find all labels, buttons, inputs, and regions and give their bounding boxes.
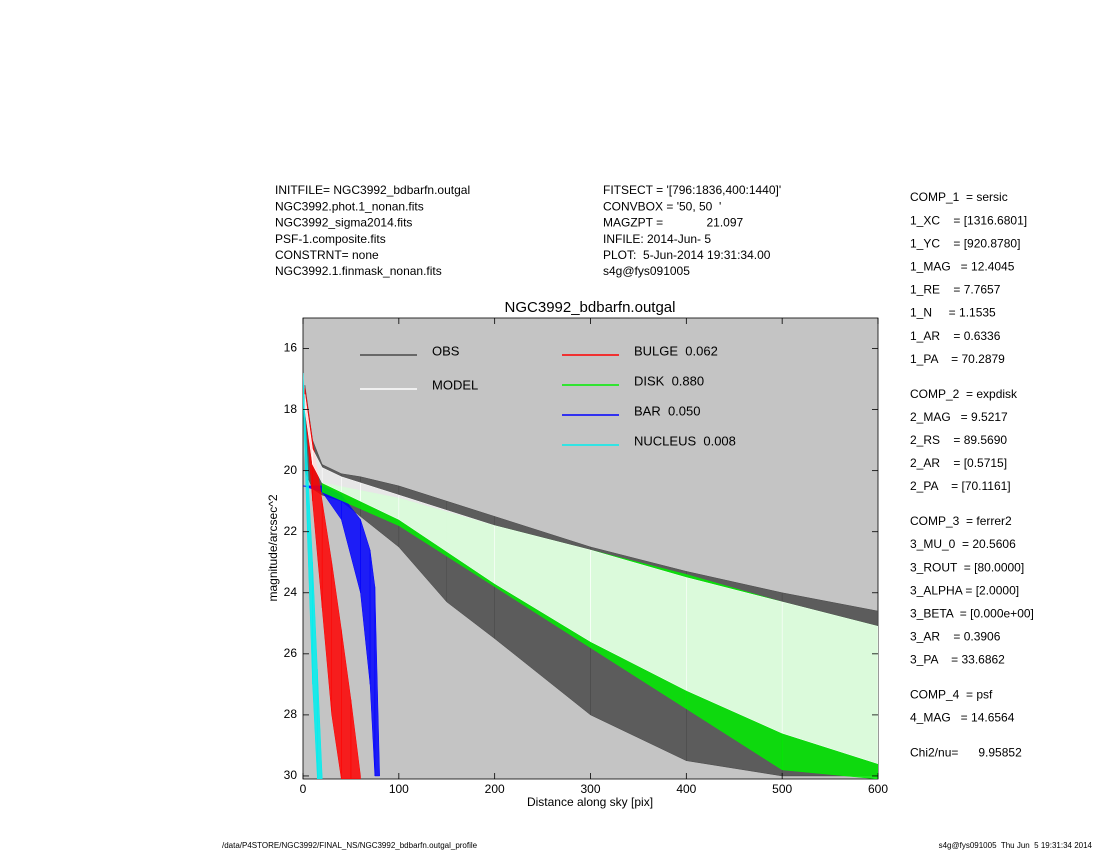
parameter: COMP_1 = sersic — [910, 190, 1008, 204]
parameter: 3_PA = 33.6862 — [910, 653, 1005, 667]
band-segment — [374, 586, 380, 777]
info-line: INITFILE= NGC3992_bdbarfn.outgal — [275, 183, 470, 197]
parameter: 1_MAG = 12.4045 — [910, 259, 1015, 273]
parameter: COMP_2 = expdisk — [910, 387, 1018, 401]
x-tick-label: 300 — [580, 782, 600, 796]
info-line: CONSTRNT= none — [275, 248, 379, 262]
info-line: NGC3992.phot.1_nonan.fits — [275, 199, 424, 213]
info-line: PLOT: 5-Jun-2014 19:31:34.00 — [603, 248, 771, 262]
parameter: 1_XC = [1316.6801] — [910, 213, 1027, 227]
info-line: CONVBOX = '50, 50 ' — [603, 199, 721, 213]
legend-label: OBS — [432, 343, 460, 358]
y-tick-label: 16 — [284, 341, 298, 355]
legend-label: NUCLEUS 0.008 — [634, 433, 736, 448]
parameter: 3_BETA = [0.000e+00] — [910, 606, 1034, 620]
parameter: 3_AR = 0.3906 — [910, 630, 1001, 644]
chart-title: NGC3992_bdbarfn.outgal — [505, 299, 676, 316]
parameter: 2_AR = [0.5715] — [910, 456, 1007, 470]
parameter: COMP_3 = ferrer2 — [910, 514, 1012, 528]
x-tick-label: 200 — [485, 782, 505, 796]
band-segment — [350, 699, 361, 779]
parameter: 4_MAG = 14.6564 — [910, 711, 1015, 725]
parameter: 3_MU_0 = 20.5606 — [910, 537, 1016, 551]
parameter: 2_RS = 89.5690 — [910, 433, 1007, 447]
parameter: 1_RE = 7.7657 — [910, 283, 1001, 297]
info-line: s4g@fys091005 — [603, 264, 690, 278]
x-tick-label: 600 — [868, 782, 888, 796]
parameter: COMP_4 = psf — [910, 688, 993, 702]
band-segment — [312, 562, 318, 779]
parameter: 1_YC = [920.8780] — [910, 236, 1020, 250]
legend-label: BAR 0.050 — [634, 403, 701, 418]
band-segment — [317, 669, 323, 779]
parameter: 1_AR = 0.6336 — [910, 329, 1001, 343]
parameter: 3_ROUT = [80.0000] — [910, 560, 1024, 574]
info-line: NGC3992.1.finmask_nonan.fits — [275, 264, 442, 278]
legend-label: BULGE 0.062 — [634, 343, 718, 358]
x-tick-label: 400 — [676, 782, 696, 796]
parameter: Chi2/nu= 9.95852 — [910, 746, 1022, 760]
x-tick-label: 0 — [300, 782, 307, 796]
x-axis-label: Distance along sky [pix] — [527, 795, 653, 809]
info-line: INFILE: 2014-Jun- 5 — [603, 232, 711, 246]
parameter: 2_PA = [70.1161] — [910, 479, 1011, 493]
y-tick-label: 20 — [284, 463, 298, 477]
data-layer — [303, 372, 878, 779]
info-line: FITSECT = '[796:1836,400:1440]' — [603, 183, 781, 197]
parameter: 1_N = 1.1535 — [910, 306, 996, 320]
parameter: 3_ALPHA = [2.0000] — [910, 583, 1019, 597]
y-tick-label: 26 — [284, 646, 298, 660]
parameter: 2_MAG = 9.5217 — [910, 410, 1008, 424]
parameter: 1_PA = 70.2879 — [910, 352, 1005, 366]
y-tick-label: 22 — [284, 524, 298, 538]
y-tick-label: 28 — [284, 707, 298, 721]
footer-right: s4g@fys091005 Thu Jun 5 19:31:34 2014 — [939, 841, 1093, 850]
legend-label: MODEL — [432, 377, 478, 392]
band-segment — [781, 601, 878, 764]
y-tick-label: 24 — [284, 585, 298, 599]
info-line: PSF-1.composite.fits — [275, 232, 386, 246]
footer-left: /data/P4STORE/NGC3992/FINAL_NS/NGC3992_b… — [222, 841, 478, 850]
band-segment — [331, 562, 342, 779]
legend-label: DISK 0.880 — [634, 373, 704, 388]
info-line: MAGZPT = 21.097 — [603, 216, 743, 230]
y-tick-label: 18 — [284, 402, 298, 416]
info-line: NGC3992_sigma2014.fits — [275, 216, 412, 230]
band-segment — [341, 629, 352, 779]
x-tick-label: 500 — [772, 782, 792, 796]
x-tick-label: 100 — [389, 782, 409, 796]
y-tick-label: 30 — [284, 768, 298, 782]
y-axis-label: magnitude/arcsec^2 — [266, 494, 280, 601]
